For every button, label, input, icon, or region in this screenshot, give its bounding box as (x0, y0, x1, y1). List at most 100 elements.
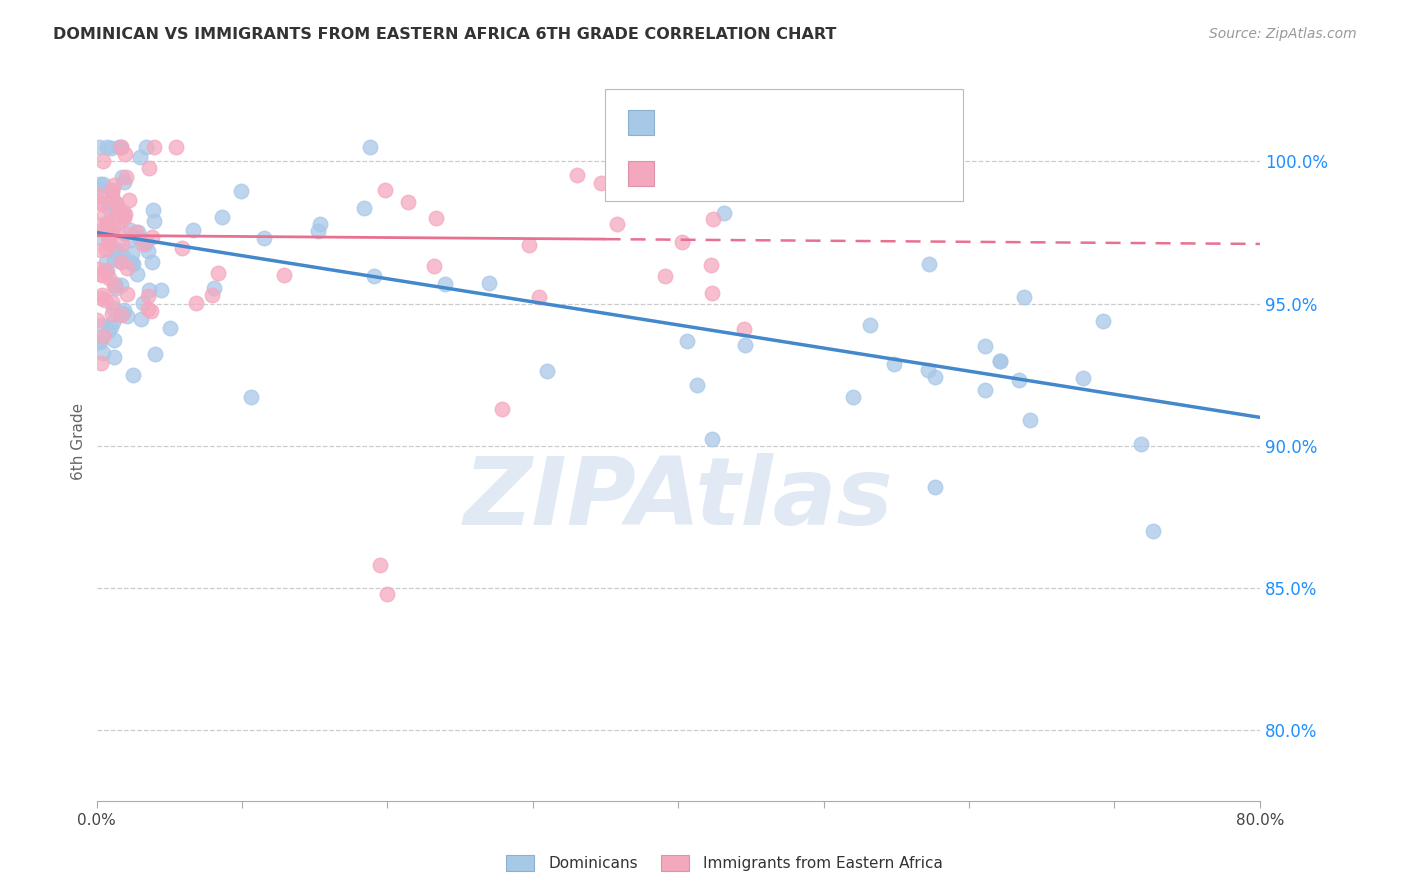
Point (368, 558, 391, 573)
Point (974, 383, 997, 397)
Point (1142, 524, 1164, 538)
Point (91, 154, 114, 169)
Point (713, 206, 735, 220)
Point (121, 246, 143, 260)
Point (125, 268, 148, 282)
Point (101, 307, 124, 321)
Point (91, 346, 114, 360)
Point (396, 194, 419, 209)
Point (112, 249, 135, 263)
Point (101, 220, 124, 235)
Point (90, 222, 112, 236)
Text: 81: 81 (837, 164, 865, 182)
Point (240, 391, 263, 405)
Point (273, 268, 295, 283)
Point (974, 339, 997, 353)
Point (859, 318, 882, 332)
Point (141, 229, 163, 244)
Point (172, 241, 194, 255)
Point (114, 146, 136, 161)
Point (122, 368, 145, 383)
Point (517, 238, 540, 252)
Point (100, 295, 122, 310)
Point (121, 256, 143, 270)
Text: -0.357: -0.357 (710, 113, 768, 131)
Point (117, 260, 139, 275)
Point (112, 175, 135, 189)
Point (184, 296, 207, 310)
Point (135, 140, 157, 154)
Point (433, 277, 456, 291)
Y-axis label: 6th Grade: 6th Grade (72, 403, 86, 480)
Point (591, 176, 613, 190)
Point (103, 252, 125, 266)
Point (87, 229, 110, 244)
Point (132, 296, 155, 310)
Point (202, 280, 225, 294)
Point (423, 259, 446, 273)
Point (141, 304, 163, 318)
Text: Immigrants from Eastern Africa: Immigrants from Eastern Africa (703, 856, 943, 871)
Text: R =: R = (665, 113, 704, 131)
Point (94, 263, 117, 277)
Point (425, 211, 447, 225)
Point (101, 315, 124, 329)
Point (86, 313, 108, 327)
Point (307, 223, 329, 237)
Point (96, 255, 118, 269)
Point (91, 196, 114, 211)
Point (111, 209, 134, 223)
Point (90, 356, 112, 370)
Point (90, 244, 112, 258)
Point (988, 354, 1011, 368)
Point (700, 258, 723, 272)
Point (105, 281, 128, 295)
Point (103, 243, 125, 257)
Point (96, 140, 118, 154)
Point (165, 140, 187, 154)
Point (536, 364, 558, 378)
Point (110, 140, 132, 154)
Point (103, 350, 125, 364)
Point (100, 196, 122, 211)
Text: ZIPAtlas: ZIPAtlas (464, 453, 893, 545)
Point (138, 161, 160, 175)
Point (87, 334, 110, 348)
Point (118, 222, 141, 236)
Point (103, 278, 125, 293)
Text: -0.025: -0.025 (710, 164, 768, 182)
Point (110, 277, 132, 292)
Text: 105: 105 (837, 113, 870, 131)
Point (87, 194, 110, 209)
Point (201, 287, 224, 301)
Point (127, 225, 149, 239)
Point (91, 177, 114, 191)
Point (353, 202, 375, 216)
Point (1007, 372, 1029, 386)
Point (121, 255, 143, 269)
Text: N =: N = (792, 113, 831, 131)
Point (89, 334, 111, 349)
Point (91, 288, 114, 302)
Text: Source: ZipAtlas.com: Source: ZipAtlas.com (1209, 27, 1357, 41)
Point (110, 170, 132, 185)
Point (110, 255, 132, 269)
Point (252, 231, 274, 245)
Point (491, 401, 513, 416)
Point (565, 168, 588, 182)
Point (97, 237, 120, 252)
Point (207, 266, 229, 280)
Point (100, 226, 122, 240)
Point (1092, 314, 1115, 328)
Point (114, 226, 136, 240)
Point (115, 287, 138, 301)
Point (104, 196, 127, 211)
Point (107, 140, 129, 154)
Point (96, 216, 118, 230)
Point (606, 217, 628, 231)
Point (89, 218, 111, 232)
Point (924, 369, 946, 384)
Point (183, 222, 205, 236)
Point (129, 311, 152, 326)
Point (89, 267, 111, 281)
